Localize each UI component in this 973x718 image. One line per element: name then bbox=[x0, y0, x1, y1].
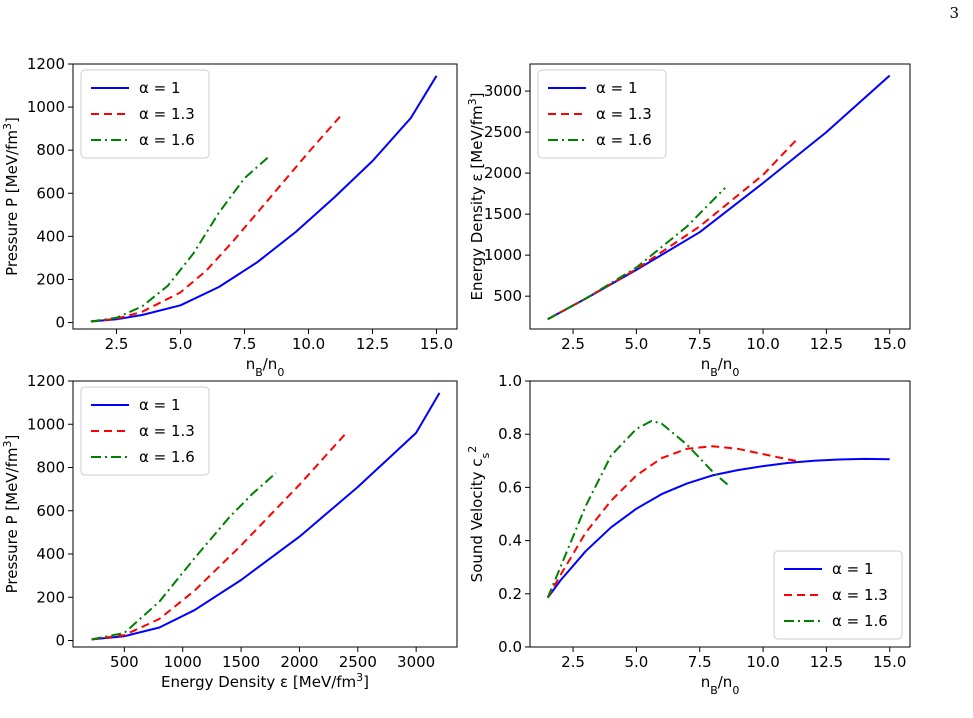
series-line-3-3 bbox=[91, 472, 277, 641]
y-tick-label: 200 bbox=[36, 588, 65, 606]
legend-entry-label: α = 1.3 bbox=[139, 105, 195, 123]
x-axis-label: nB/n0 bbox=[246, 355, 285, 379]
chart-panel-2: 2.5 5.0 7.5 10.0 12.5 15.0 500 1000 1500 2000 2500… bbox=[466, 63, 911, 379]
y-tick-label: 1500 bbox=[484, 205, 522, 223]
x-tick-label: 10.0 bbox=[746, 653, 779, 671]
series-line-4-3 bbox=[546, 419, 729, 599]
x-tick-label: 2500 bbox=[339, 653, 377, 671]
series-line-4-2 bbox=[546, 445, 797, 599]
y-tick-label: 200 bbox=[36, 270, 65, 288]
y-tick-label: 1200 bbox=[27, 55, 65, 73]
y-tick-label: 0 bbox=[55, 632, 65, 650]
legend-box bbox=[773, 550, 903, 640]
x-tick-label: 12.5 bbox=[356, 335, 389, 353]
y-tick-label: 0 bbox=[55, 314, 65, 332]
series-line-2-2 bbox=[547, 139, 797, 321]
chart-panel-1: 2.5 5.0 7.5 10.0 12.5 15.0 0 200 400 600 800 1000 12… bbox=[1, 55, 458, 379]
y-tick-label: 1.0 bbox=[498, 372, 522, 390]
x-tick-label: 5.0 bbox=[624, 653, 648, 671]
axes-frame-3 bbox=[72, 380, 458, 648]
y-tick-label: 1000 bbox=[27, 415, 65, 433]
legend-box bbox=[537, 69, 667, 159]
x-tick-label: 2000 bbox=[280, 653, 318, 671]
x-tick-label: 7.5 bbox=[688, 335, 712, 353]
series-line-2-3 bbox=[547, 187, 726, 321]
y-tick-label: 0.4 bbox=[498, 532, 522, 550]
x-tick-label: 15.0 bbox=[873, 335, 906, 353]
legend: α = 1 α = 1.3 α = 1.6 bbox=[537, 69, 667, 159]
y-tick-label: 600 bbox=[36, 502, 65, 520]
axes-frame-4 bbox=[529, 380, 911, 648]
x-tick-label: 15.0 bbox=[873, 653, 906, 671]
x-axis-label: nB/n0 bbox=[701, 355, 740, 379]
page-number: 3 bbox=[949, 4, 959, 22]
x-tick-label: 10.0 bbox=[746, 335, 779, 353]
x-tick-label: 1500 bbox=[222, 653, 260, 671]
y-tick-label: 600 bbox=[36, 184, 65, 202]
y-tick-label: 2500 bbox=[484, 123, 522, 141]
x-tick-label: 5.0 bbox=[624, 335, 648, 353]
series-line-4-1 bbox=[546, 457, 890, 599]
legend-entry-label: α = 1.3 bbox=[596, 105, 652, 123]
axes-frame-2 bbox=[529, 63, 911, 330]
x-tick-label: 7.5 bbox=[233, 335, 257, 353]
y-tick-label: 1000 bbox=[484, 246, 522, 264]
x-tick-label: 2.5 bbox=[105, 335, 129, 353]
series-line-1-1 bbox=[90, 75, 438, 323]
x-tick-label: 2.5 bbox=[561, 335, 585, 353]
series-line-3-1 bbox=[91, 392, 441, 641]
y-tick-label: 1200 bbox=[27, 372, 65, 390]
x-tick-label: 1000 bbox=[164, 653, 202, 671]
legend-entry-label: α = 1.6 bbox=[832, 612, 888, 630]
series-line-1-3 bbox=[90, 154, 271, 323]
y-axis-label: Energy Density ε [MeV/fm3] bbox=[466, 92, 487, 300]
legend: α = 1 α = 1.3 α = 1.6 bbox=[80, 69, 210, 159]
legend-entry-label: α = 1 bbox=[596, 79, 638, 97]
legend-box bbox=[80, 386, 210, 476]
x-axis-label: Energy Density ε [MeV/fm3] bbox=[161, 671, 369, 692]
x-tick-label: 5.0 bbox=[169, 335, 193, 353]
x-tick-label: 500 bbox=[110, 653, 139, 671]
legend-entry-label: α = 1.3 bbox=[832, 586, 888, 604]
y-tick-label: 400 bbox=[36, 227, 65, 245]
x-tick-label: 12.5 bbox=[810, 335, 843, 353]
x-tick-label: 3000 bbox=[397, 653, 435, 671]
y-tick-label: 800 bbox=[36, 459, 65, 477]
legend-entry-label: α = 1 bbox=[832, 560, 874, 578]
chart-panel-4: 2.5 5.0 7.5 10.0 12.5 15.0 0.0 0.2 0.4 0.6 0.8 1.0 n… bbox=[466, 372, 911, 697]
chart-panel-3: 500 1000 1500 2000 2500 3000 0 200 400 600 800 1000… bbox=[1, 372, 458, 691]
legend-entry-label: α = 1 bbox=[139, 79, 181, 97]
y-tick-label: 2000 bbox=[484, 164, 522, 182]
y-axis-label: Pressure P [MeV/fm3] bbox=[1, 435, 22, 594]
y-tick-label: 0.6 bbox=[498, 478, 522, 496]
axes-frame-1 bbox=[72, 63, 458, 330]
y-tick-label: 1000 bbox=[27, 98, 65, 116]
legend-entry-label: α = 1.6 bbox=[139, 448, 195, 466]
y-tick-label: 400 bbox=[36, 545, 65, 563]
legend-box bbox=[80, 69, 210, 159]
y-tick-label: 3000 bbox=[484, 82, 522, 100]
series-line-1-2 bbox=[90, 113, 343, 323]
x-tick-label: 12.5 bbox=[810, 653, 843, 671]
y-tick-label: 800 bbox=[36, 141, 65, 159]
y-axis-label: Sound Velocity cs2 bbox=[466, 446, 492, 583]
y-tick-label: 500 bbox=[493, 287, 522, 305]
y-axis-label: Pressure P [MeV/fm3] bbox=[1, 117, 22, 276]
legend: α = 1 α = 1.3 α = 1.6 bbox=[80, 386, 210, 476]
x-tick-label: 2.5 bbox=[561, 653, 585, 671]
legend: α = 1 α = 1.3 α = 1.6 bbox=[773, 550, 903, 640]
legend-entry-label: α = 1.3 bbox=[139, 422, 195, 440]
y-tick-label: 0.2 bbox=[498, 585, 522, 603]
y-tick-label: 0.8 bbox=[498, 425, 522, 443]
legend-entry-label: α = 1.6 bbox=[596, 131, 652, 149]
legend-entry-label: α = 1.6 bbox=[139, 131, 195, 149]
x-tick-label: 15.0 bbox=[420, 335, 453, 353]
x-tick-label: 7.5 bbox=[688, 653, 712, 671]
series-line-3-2 bbox=[91, 431, 349, 641]
y-tick-label: 0.0 bbox=[498, 638, 522, 656]
x-tick-label: 10.0 bbox=[292, 335, 325, 353]
legend-entry-label: α = 1 bbox=[139, 396, 181, 414]
x-axis-label: nB/n0 bbox=[701, 673, 740, 697]
